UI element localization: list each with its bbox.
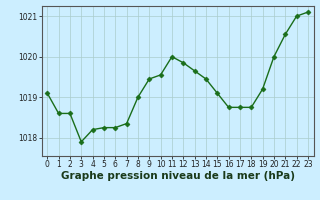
X-axis label: Graphe pression niveau de la mer (hPa): Graphe pression niveau de la mer (hPa) (60, 171, 295, 181)
